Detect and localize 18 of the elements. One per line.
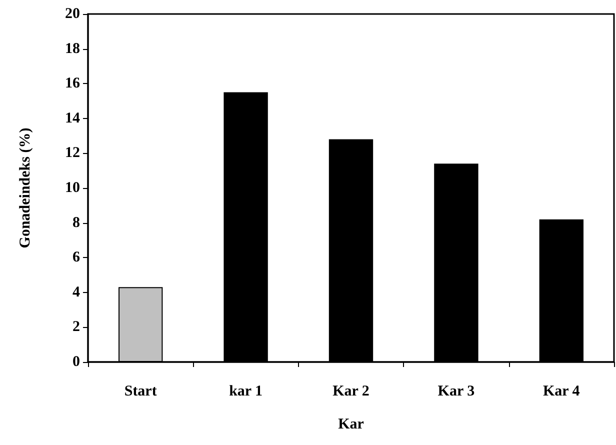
- x-tick-label: kar 1: [229, 384, 263, 400]
- y-tick-label: 12: [65, 145, 80, 162]
- x-tick-label: Start: [124, 384, 157, 400]
- y-tick-label: 6: [72, 250, 80, 266]
- x-axis-title: Kar: [338, 416, 364, 432]
- y-tick-label: 16: [65, 76, 80, 92]
- x-tick-label: Kar 3: [438, 384, 475, 400]
- y-tick-label: 8: [72, 214, 80, 231]
- y-tick-label: 4: [72, 284, 80, 300]
- y-axis-title: Gonadeindeks (%): [18, 128, 34, 248]
- y-tick-label: 14: [65, 110, 80, 126]
- y-tick-label: 10: [65, 180, 80, 196]
- y-tick-label: 18: [65, 40, 80, 57]
- y-tick-label: 0: [72, 354, 80, 370]
- y-tick-label: 20: [65, 6, 80, 22]
- x-tick-label: Kar 2: [332, 384, 370, 400]
- x-tick-label: Kar 4: [542, 384, 580, 400]
- y-tick-label: 2: [72, 319, 80, 336]
